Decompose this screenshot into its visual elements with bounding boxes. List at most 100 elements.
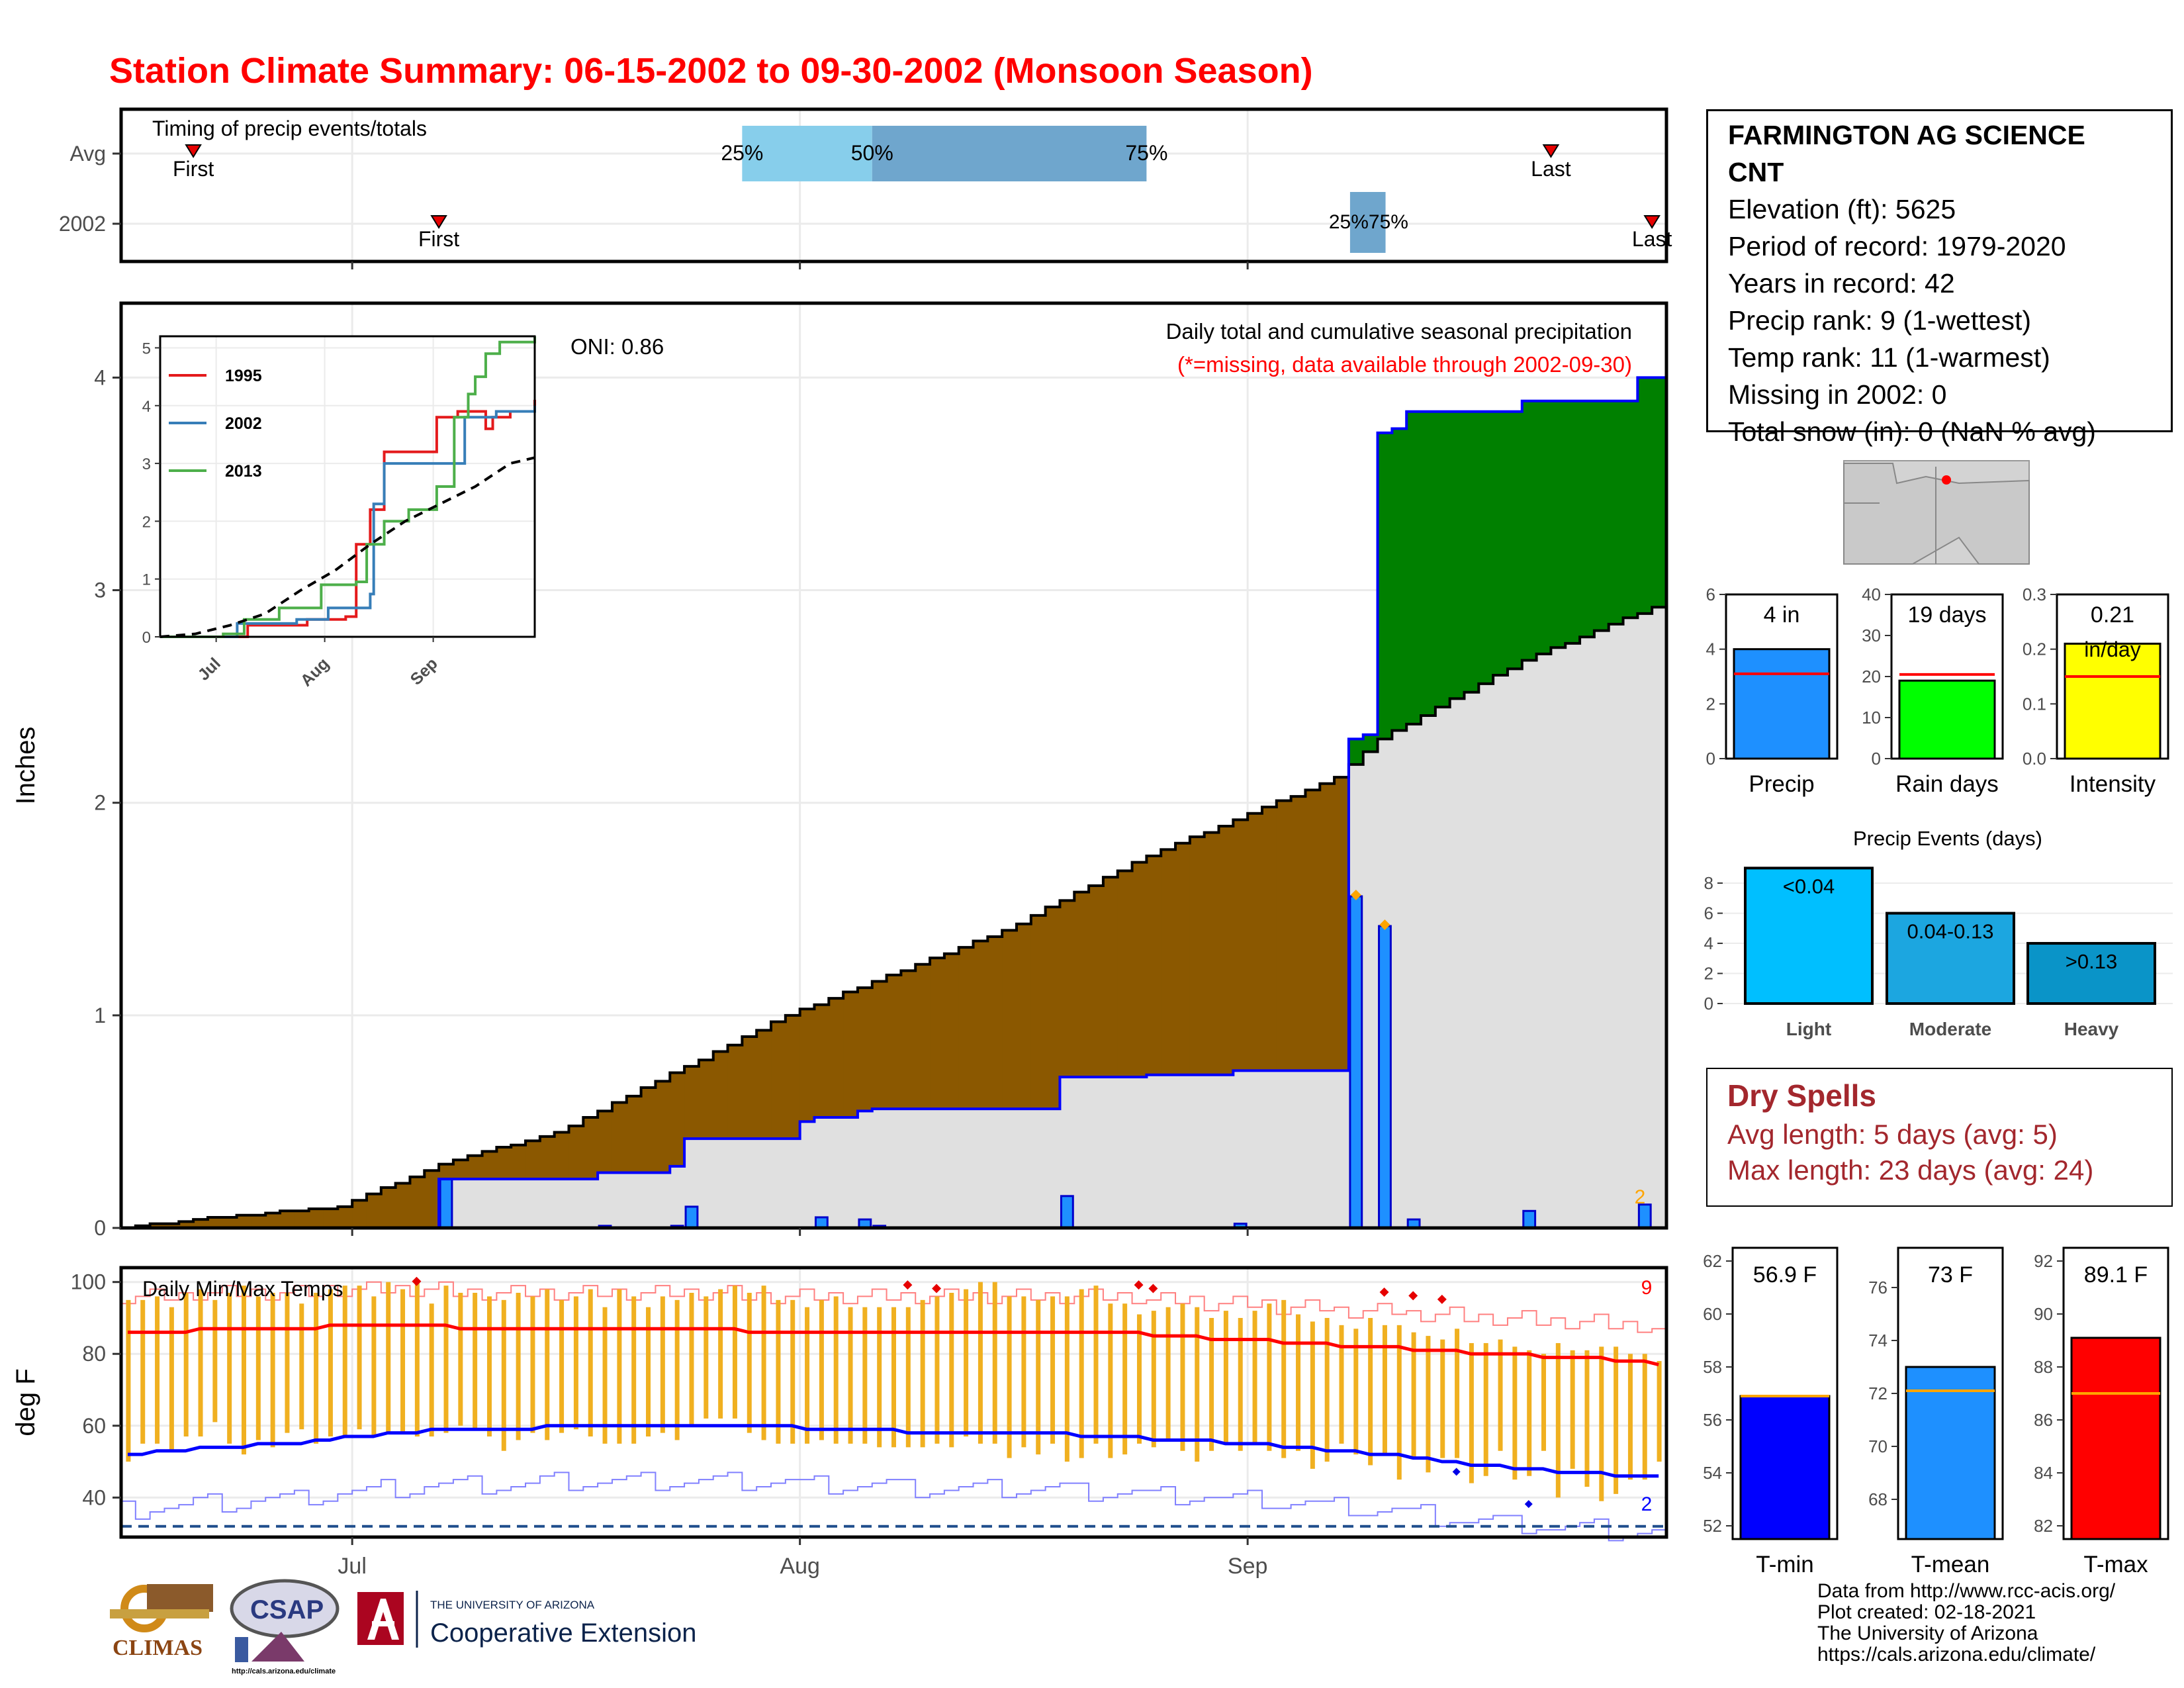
event-marker: [1542, 144, 1560, 158]
summary-value-label: 4 in: [1764, 602, 1800, 628]
station-elevation: Elevation (ft): 5625: [1728, 194, 1956, 224]
deficit-surplus-area: [583, 1117, 598, 1180]
deficit-surplus-area: [1334, 777, 1349, 1071]
daily-temp-bar: [805, 1307, 810, 1444]
deficit-surplus-area: [1261, 807, 1277, 1071]
daily-temp-bar: [458, 1292, 463, 1426]
daily-precip-bar: [1060, 1195, 1074, 1229]
daily-temp-bar: [1541, 1354, 1547, 1451]
daily-temp-bar: [559, 1299, 565, 1433]
deficit-surplus-area: [1435, 411, 1451, 708]
daily-temp-bar: [848, 1307, 853, 1444]
daily-temp-bar: [1584, 1350, 1590, 1487]
deficit-surplus-area: [598, 1111, 613, 1173]
y-tick-label: 40: [82, 1485, 106, 1509]
row-label: Avg: [69, 142, 106, 165]
deficit-surplus-area: [1233, 820, 1248, 1071]
daily-temp-bar: [1382, 1325, 1387, 1455]
daily-temp-bar: [1267, 1303, 1272, 1451]
deficit-surplus-area: [410, 1176, 425, 1228]
summary-y-tick: 60: [1703, 1304, 1722, 1324]
deficit-surplus-area: [1002, 930, 1017, 1109]
y-axis-label: deg F: [11, 1368, 40, 1436]
daily-temp-bar: [992, 1282, 997, 1444]
record-low-marker: [1452, 1468, 1461, 1476]
deficit-surplus-area: [150, 1223, 165, 1228]
summary-y-tick: 6: [1706, 585, 1715, 604]
station-marker: [1942, 475, 1951, 485]
dry-spells-avg: Avg length: 5 days (avg: 5): [1727, 1119, 2058, 1150]
station-info-box: FARMINGTON AG SCIENCE CNT Elevation (ft)…: [1706, 109, 2173, 447]
daily-temp-bar: [357, 1286, 362, 1430]
ua-bottom-text: Cooperative Extension: [430, 1618, 696, 1648]
summary-y-tick: 90: [2034, 1304, 2053, 1324]
daily-temp-bar: [790, 1299, 796, 1444]
summary-value-label: 0.21: [2091, 602, 2134, 628]
deficit-surplus-area: [1637, 377, 1653, 614]
daily-temp-bar: [255, 1296, 261, 1440]
credits: Data from http://www.rcc-acis.org/ Plot …: [1817, 1581, 2115, 1665]
daily-temp-bar: [1223, 1311, 1228, 1444]
daily-temp-bar: [169, 1307, 174, 1451]
summary-y-tick: 68: [1868, 1489, 1888, 1509]
deficit-surplus-area: [1204, 832, 1220, 1075]
legend-label: 1995: [225, 367, 262, 385]
summary-y-tick: 0.1: [2023, 694, 2046, 714]
deficit-surplus-area: [713, 1051, 729, 1139]
quartile-box-25-50: [742, 126, 872, 181]
quartile-box-50-75: [872, 126, 1147, 181]
precip-event-bar: [2026, 942, 2156, 1005]
inset-y-tick: 3: [142, 455, 151, 473]
daily-temp-bar: [732, 1286, 737, 1419]
summary-y-tick: 0: [1872, 749, 1881, 769]
daily-temp-bar: [776, 1299, 781, 1444]
record-high-marker: [1134, 1280, 1144, 1290]
daily-temp-bar: [905, 1307, 911, 1448]
daily-temp-bar: [1339, 1325, 1344, 1444]
station-snow: Total snow (in): 0 (NaN % avg): [1728, 416, 2096, 447]
dry-spells-title: Dry Spells: [1727, 1078, 1876, 1113]
daily-temp-bar: [183, 1292, 189, 1437]
daily-temp-bar: [227, 1292, 232, 1444]
precip-event-label: >0.13: [2066, 950, 2117, 973]
deficit-surplus-area: [1551, 400, 1566, 648]
record-low-marker: [1524, 1500, 1533, 1509]
precip-event-category: Light: [1786, 1019, 1831, 1039]
deficit-surplus-area: [1449, 411, 1465, 699]
daily-temp-bar: [414, 1282, 420, 1437]
record-marker: [1350, 890, 1361, 901]
daily-temp-bar: [920, 1299, 925, 1448]
deficit-surplus-area: [670, 1072, 685, 1166]
daily-temp-bar: [530, 1296, 535, 1433]
deficit-surplus-area: [1146, 855, 1161, 1075]
deficit-surplus-area: [742, 1036, 757, 1139]
deficit-surplus-area: [1392, 428, 1407, 731]
deficit-surplus-area: [1522, 400, 1537, 661]
summary-name: T-min: [1756, 1552, 1814, 1577]
deficit-surplus-area: [886, 974, 902, 1109]
precip-events-y-tick: 0: [1704, 994, 1713, 1013]
summary-y-tick: 4: [1706, 639, 1715, 659]
summary-unit-label: in/day: [2084, 637, 2140, 661]
summary-bar-T-mean: [1905, 1366, 1996, 1540]
y-tick-label: 60: [82, 1414, 106, 1438]
daily-temp-bar: [1122, 1303, 1128, 1455]
temps-border: [119, 1266, 1668, 1539]
summary-y-tick: 0.2: [2023, 639, 2046, 659]
daily-temp-bar: [443, 1286, 449, 1433]
deficit-surplus-area: [265, 1213, 281, 1228]
inset-y-tick: 4: [142, 398, 151, 416]
daily-temp-bar: [877, 1307, 882, 1448]
daily-temp-bar: [1512, 1346, 1518, 1480]
daily-temp-bar: [1180, 1303, 1185, 1451]
daily-temp-bar: [862, 1307, 868, 1444]
daily-temp-bar: [1050, 1296, 1056, 1444]
summary-bar-Precip: [1733, 648, 1831, 760]
avg-tmax-line: [128, 1323, 1659, 1366]
daily-precip-bar: [1522, 1209, 1537, 1229]
record-high-marker: [1148, 1284, 1158, 1293]
deficit-surplus-area: [1291, 796, 1306, 1071]
daily-temp-bar: [1021, 1296, 1026, 1448]
deficit-surplus-area: [1175, 843, 1191, 1075]
daily-temp-bar: [704, 1296, 709, 1419]
